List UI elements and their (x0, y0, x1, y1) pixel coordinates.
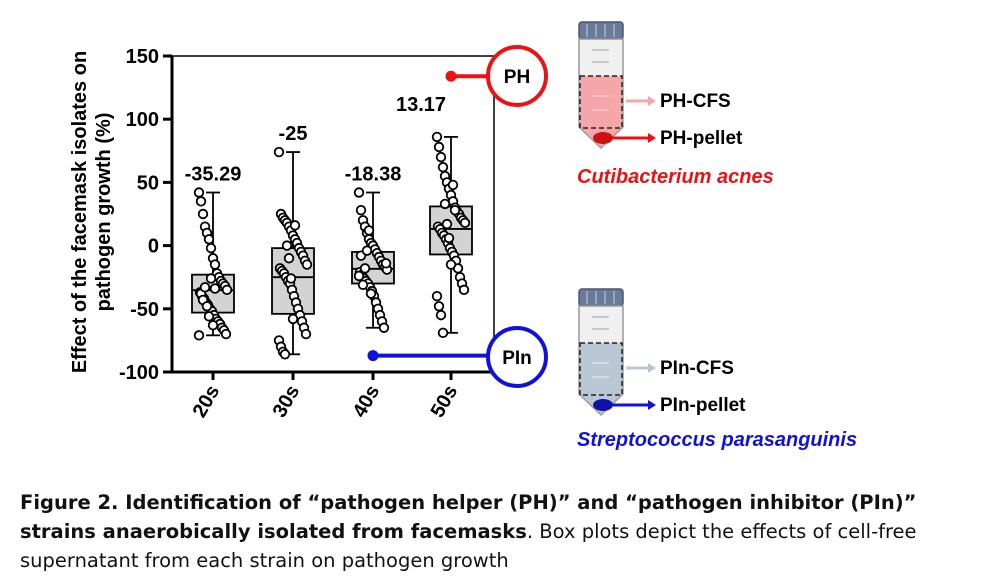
data-point (281, 240, 293, 251)
x-tick-label: 30s (269, 382, 305, 422)
pin-tube-icon (578, 288, 656, 417)
data-point (201, 301, 213, 312)
ph-tube-icon (578, 21, 656, 150)
data-point (363, 225, 375, 236)
data-point (380, 258, 392, 269)
data-point (435, 151, 447, 163)
median-label: -35.29 (185, 164, 242, 186)
y-tick-label: -50 (130, 299, 159, 321)
data-point (279, 349, 291, 360)
data-point (447, 179, 459, 191)
y-axis-label: Effect of the facemask isolates on pathog… (69, 51, 115, 373)
ph-cfs-label: PH-CFS (660, 91, 731, 112)
data-point (220, 328, 232, 340)
ph-pellet-label: PH-pellet (660, 128, 743, 149)
ph-tag-circle (486, 45, 548, 107)
ph-tag: PH (486, 45, 548, 107)
data-point (439, 198, 451, 210)
data-point (359, 263, 371, 274)
median-label: 13.17 (396, 94, 446, 116)
data-point (437, 162, 449, 173)
y-tick-label: 50 (137, 172, 159, 194)
pin-tag-circle (486, 326, 548, 388)
pin-cfs-label: PIn-CFS (660, 358, 734, 379)
median-label: -18.38 (345, 164, 402, 186)
data-point (221, 284, 233, 296)
data-point (449, 205, 461, 216)
x-tick-label: 40s (349, 382, 385, 422)
data-point (433, 141, 445, 153)
data-point (283, 253, 295, 264)
data-point (199, 282, 211, 293)
y-tick-label: 100 (126, 109, 159, 131)
data-point (285, 273, 297, 284)
data-point (207, 320, 219, 331)
data-point (287, 313, 299, 325)
data-point (301, 259, 313, 270)
pin-pellet-label: PIn-pellet (660, 395, 746, 416)
data-point (357, 279, 369, 290)
data-point (353, 187, 365, 198)
data-point (209, 283, 221, 294)
data-point (300, 328, 312, 340)
x-tick-label: 20s (189, 382, 225, 422)
pin-tag: PIn (486, 326, 548, 388)
data-point (355, 205, 367, 216)
y-tick-label: -100 (119, 362, 159, 384)
pin-highlight-point (367, 350, 379, 362)
data-point (203, 311, 215, 322)
data-point (193, 330, 205, 341)
data-point (435, 309, 447, 321)
data-point (205, 242, 217, 254)
median-label: -25 (279, 123, 308, 145)
y-tick-label: 150 (126, 46, 159, 68)
figure-caption: Figure 2. Identification of “pathogen he… (20, 488, 995, 575)
pin-tag-text: PIn (502, 348, 532, 369)
caption-title: Figure 2. Identification of “pathogen he… (20, 491, 917, 543)
data-point (193, 187, 205, 198)
pin-species-label: Streptococcus parasanguinis (577, 429, 857, 451)
caption-body: . Box plots depict the effects of cell-f… (20, 520, 917, 572)
x-tick-label: 50s (427, 382, 463, 422)
ph-highlight-point (445, 70, 457, 82)
data-point (433, 301, 445, 312)
data-point (197, 208, 209, 220)
data-point (361, 245, 373, 256)
data-point (445, 259, 457, 270)
data-point (437, 327, 449, 339)
y-tick-label: 0 (148, 236, 159, 258)
data-point (353, 270, 365, 282)
ph-tag-text: PH (504, 67, 530, 88)
data-point (195, 196, 207, 207)
data-point (459, 217, 471, 229)
data-point (289, 220, 301, 231)
data-point (431, 290, 443, 302)
data-point (458, 284, 470, 296)
data-point (273, 146, 285, 158)
data-point (365, 288, 377, 299)
data-point (378, 322, 390, 333)
data-point (431, 131, 443, 143)
data-point (441, 218, 453, 230)
data-point (209, 259, 221, 270)
data-point (205, 273, 217, 284)
ph-species-label: Cutibacterium acnes (577, 166, 774, 188)
data-point (443, 232, 455, 244)
data-point (203, 234, 215, 245)
